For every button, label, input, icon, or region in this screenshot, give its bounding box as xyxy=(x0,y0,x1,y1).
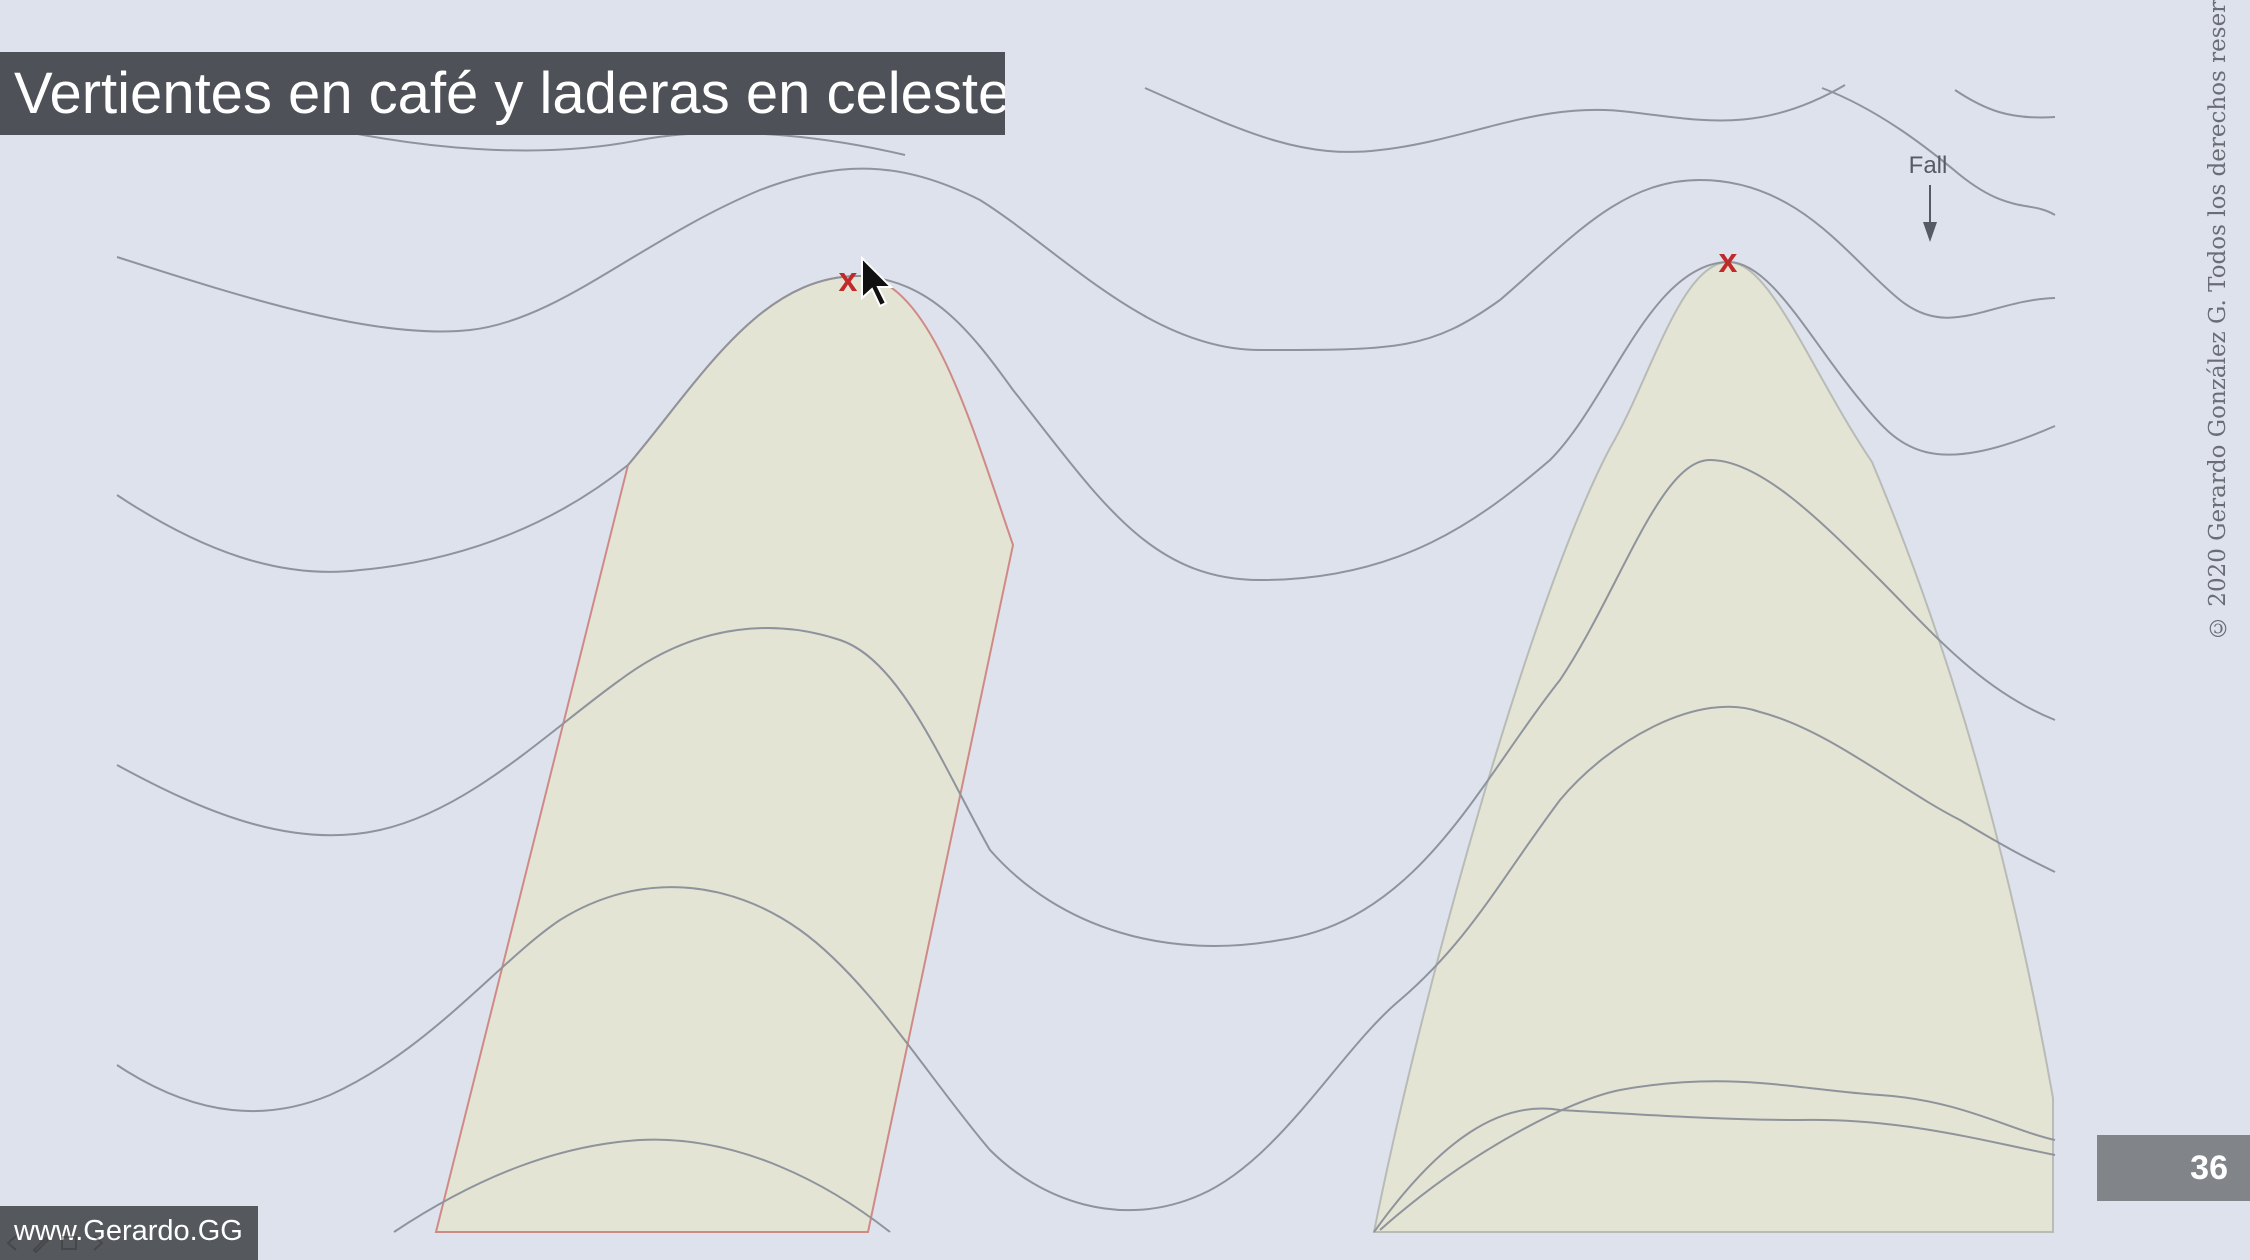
summit-marker-right: x xyxy=(1719,242,1738,280)
next-icon[interactable] xyxy=(86,1232,108,1254)
website-tag: www.Gerardo.GG xyxy=(0,1206,258,1260)
previous-icon[interactable] xyxy=(2,1232,24,1254)
cursor-arrow-icon xyxy=(861,255,894,308)
contour-line xyxy=(1954,89,2056,119)
slide-title: Vertientes en café y laderas en celeste xyxy=(0,52,1005,135)
contour-lines xyxy=(116,84,2056,1233)
contour-line xyxy=(299,121,906,156)
contour-line xyxy=(116,705,2056,1212)
summit-marker-left: x xyxy=(839,261,858,299)
presentation-controls xyxy=(2,1228,112,1258)
pen-icon[interactable] xyxy=(30,1232,52,1254)
fall-label: Fall xyxy=(1909,152,1948,179)
contour-line xyxy=(393,1138,891,1233)
contour-line xyxy=(1373,1107,2056,1233)
contour-line xyxy=(116,167,2056,352)
right-slope-area xyxy=(1372,260,2054,1233)
contour-line xyxy=(1144,84,1846,153)
contour-line xyxy=(116,458,2056,947)
menu-icon[interactable] xyxy=(58,1232,80,1254)
contour-line xyxy=(1821,87,2056,216)
contour-line xyxy=(1379,1080,2056,1231)
down-arrow-icon xyxy=(1923,185,1937,242)
contour-line xyxy=(116,260,2056,582)
copyright-notice: © 2020 Gerardo González G. Todos los der… xyxy=(2205,0,2231,640)
page-number: 36 xyxy=(2097,1135,2250,1201)
